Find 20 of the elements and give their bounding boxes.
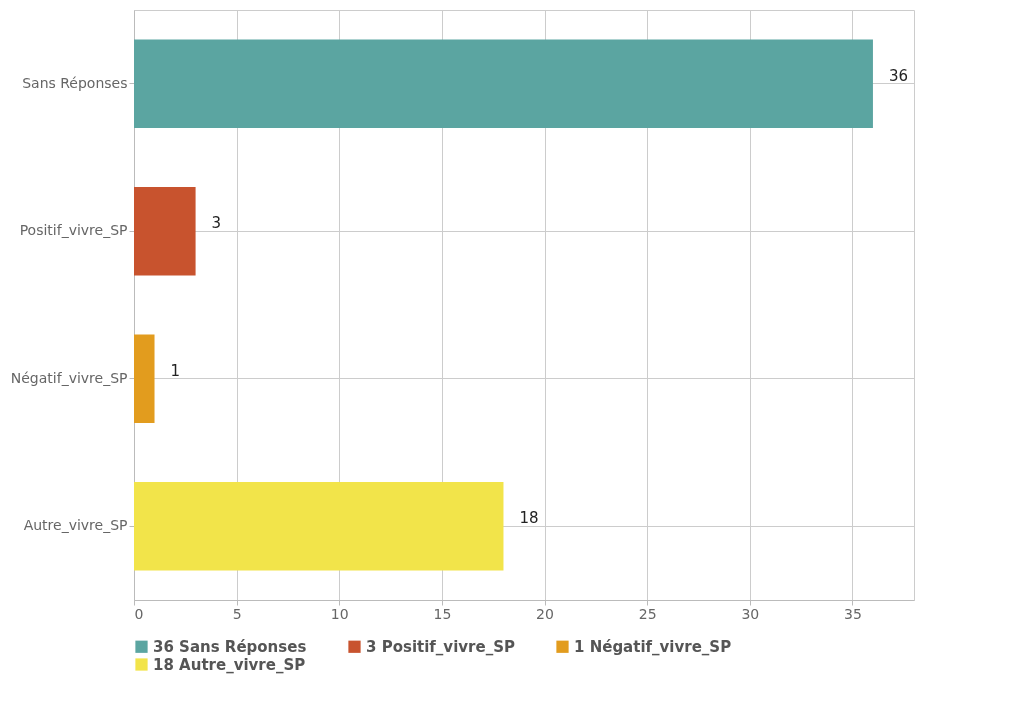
data-label: 18 — [519, 509, 539, 528]
legend-label: 36 Sans Réponses — [153, 637, 307, 656]
data-label: 36 — [888, 66, 909, 85]
legend-label: 1 Négatif_vivre_SP — [574, 637, 732, 656]
legend-label: 3 Positif_vivre_SP — [366, 637, 515, 656]
y-tick-label: Négatif_vivre_SP — [10, 369, 128, 386]
y-tick-label: Positif_vivre_SP — [19, 222, 128, 239]
x-tick-label: 15 — [433, 605, 452, 622]
data-label: 1 — [170, 361, 181, 380]
x-tick-label: 20 — [536, 605, 554, 622]
x-tick-label: 25 — [638, 605, 657, 622]
y-tick-label: Autre_vivre_SP — [23, 517, 128, 534]
y-tick-label: Sans Réponses — [22, 74, 128, 91]
x-tick-label: 35 — [844, 605, 862, 622]
data-label: 3 — [211, 214, 222, 233]
legend-label: 18 Autre_vivre_SP — [153, 655, 306, 674]
x-tick-label: 30 — [741, 605, 760, 622]
x-tick-label: 10 — [330, 605, 349, 622]
x-tick-label: 0 — [134, 605, 144, 622]
x-tick-label: 5 — [232, 605, 242, 622]
